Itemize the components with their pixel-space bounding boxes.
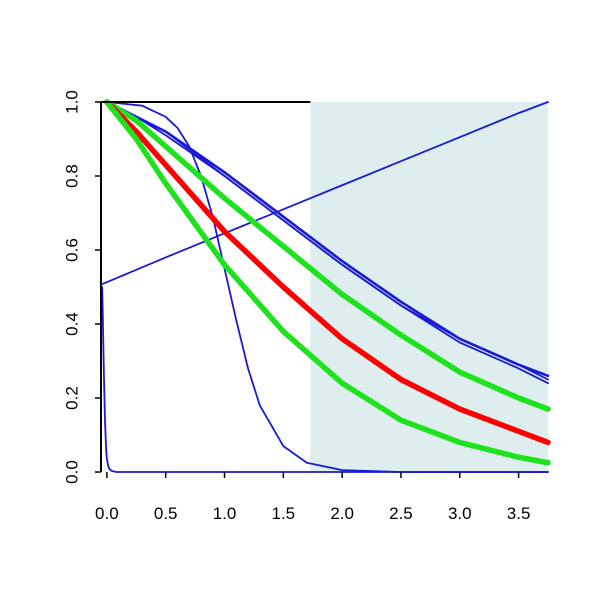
y-tick-label: 0.2 — [62, 386, 81, 410]
x-tick-label: 1.5 — [272, 504, 296, 523]
x-tick-label: 3.0 — [448, 504, 472, 523]
x-tick-label: 2.5 — [389, 504, 413, 523]
series-line-6 — [101, 286, 549, 473]
y-tick-label: 1.0 — [62, 90, 81, 114]
series-line-5 — [105, 101, 549, 473]
series-line-7 — [104, 99, 551, 412]
series-layer — [100, 99, 551, 473]
series-line-8 — [104, 99, 551, 446]
y-tick-label: 0.8 — [62, 164, 81, 188]
series-line-3 — [105, 100, 550, 378]
x-tick-label: 2.0 — [330, 504, 354, 523]
x-tick-label: 3.5 — [507, 504, 531, 523]
axis-layer — [100, 101, 311, 472]
series-line-4 — [100, 101, 549, 286]
x-tick-label: 1.0 — [213, 504, 237, 523]
y-tick-label: 0.0 — [62, 460, 81, 484]
y-axis-ticks: 0.0 0.2 0.4 0.6 0.8 1.0 — [62, 90, 101, 484]
x-tick-label: 0.5 — [154, 504, 178, 523]
shaded-region — [310, 102, 548, 472]
x-tick-label: 0.0 — [95, 504, 119, 523]
y-tick-label: 0.4 — [62, 312, 81, 336]
y-tick-label: 0.6 — [62, 238, 81, 262]
series-line-9 — [104, 99, 551, 466]
shaded-region-layer — [310, 102, 548, 472]
x-axis-ticks: 0.0 0.5 1.0 1.5 2.0 2.5 3.0 3.5 — [95, 472, 530, 523]
